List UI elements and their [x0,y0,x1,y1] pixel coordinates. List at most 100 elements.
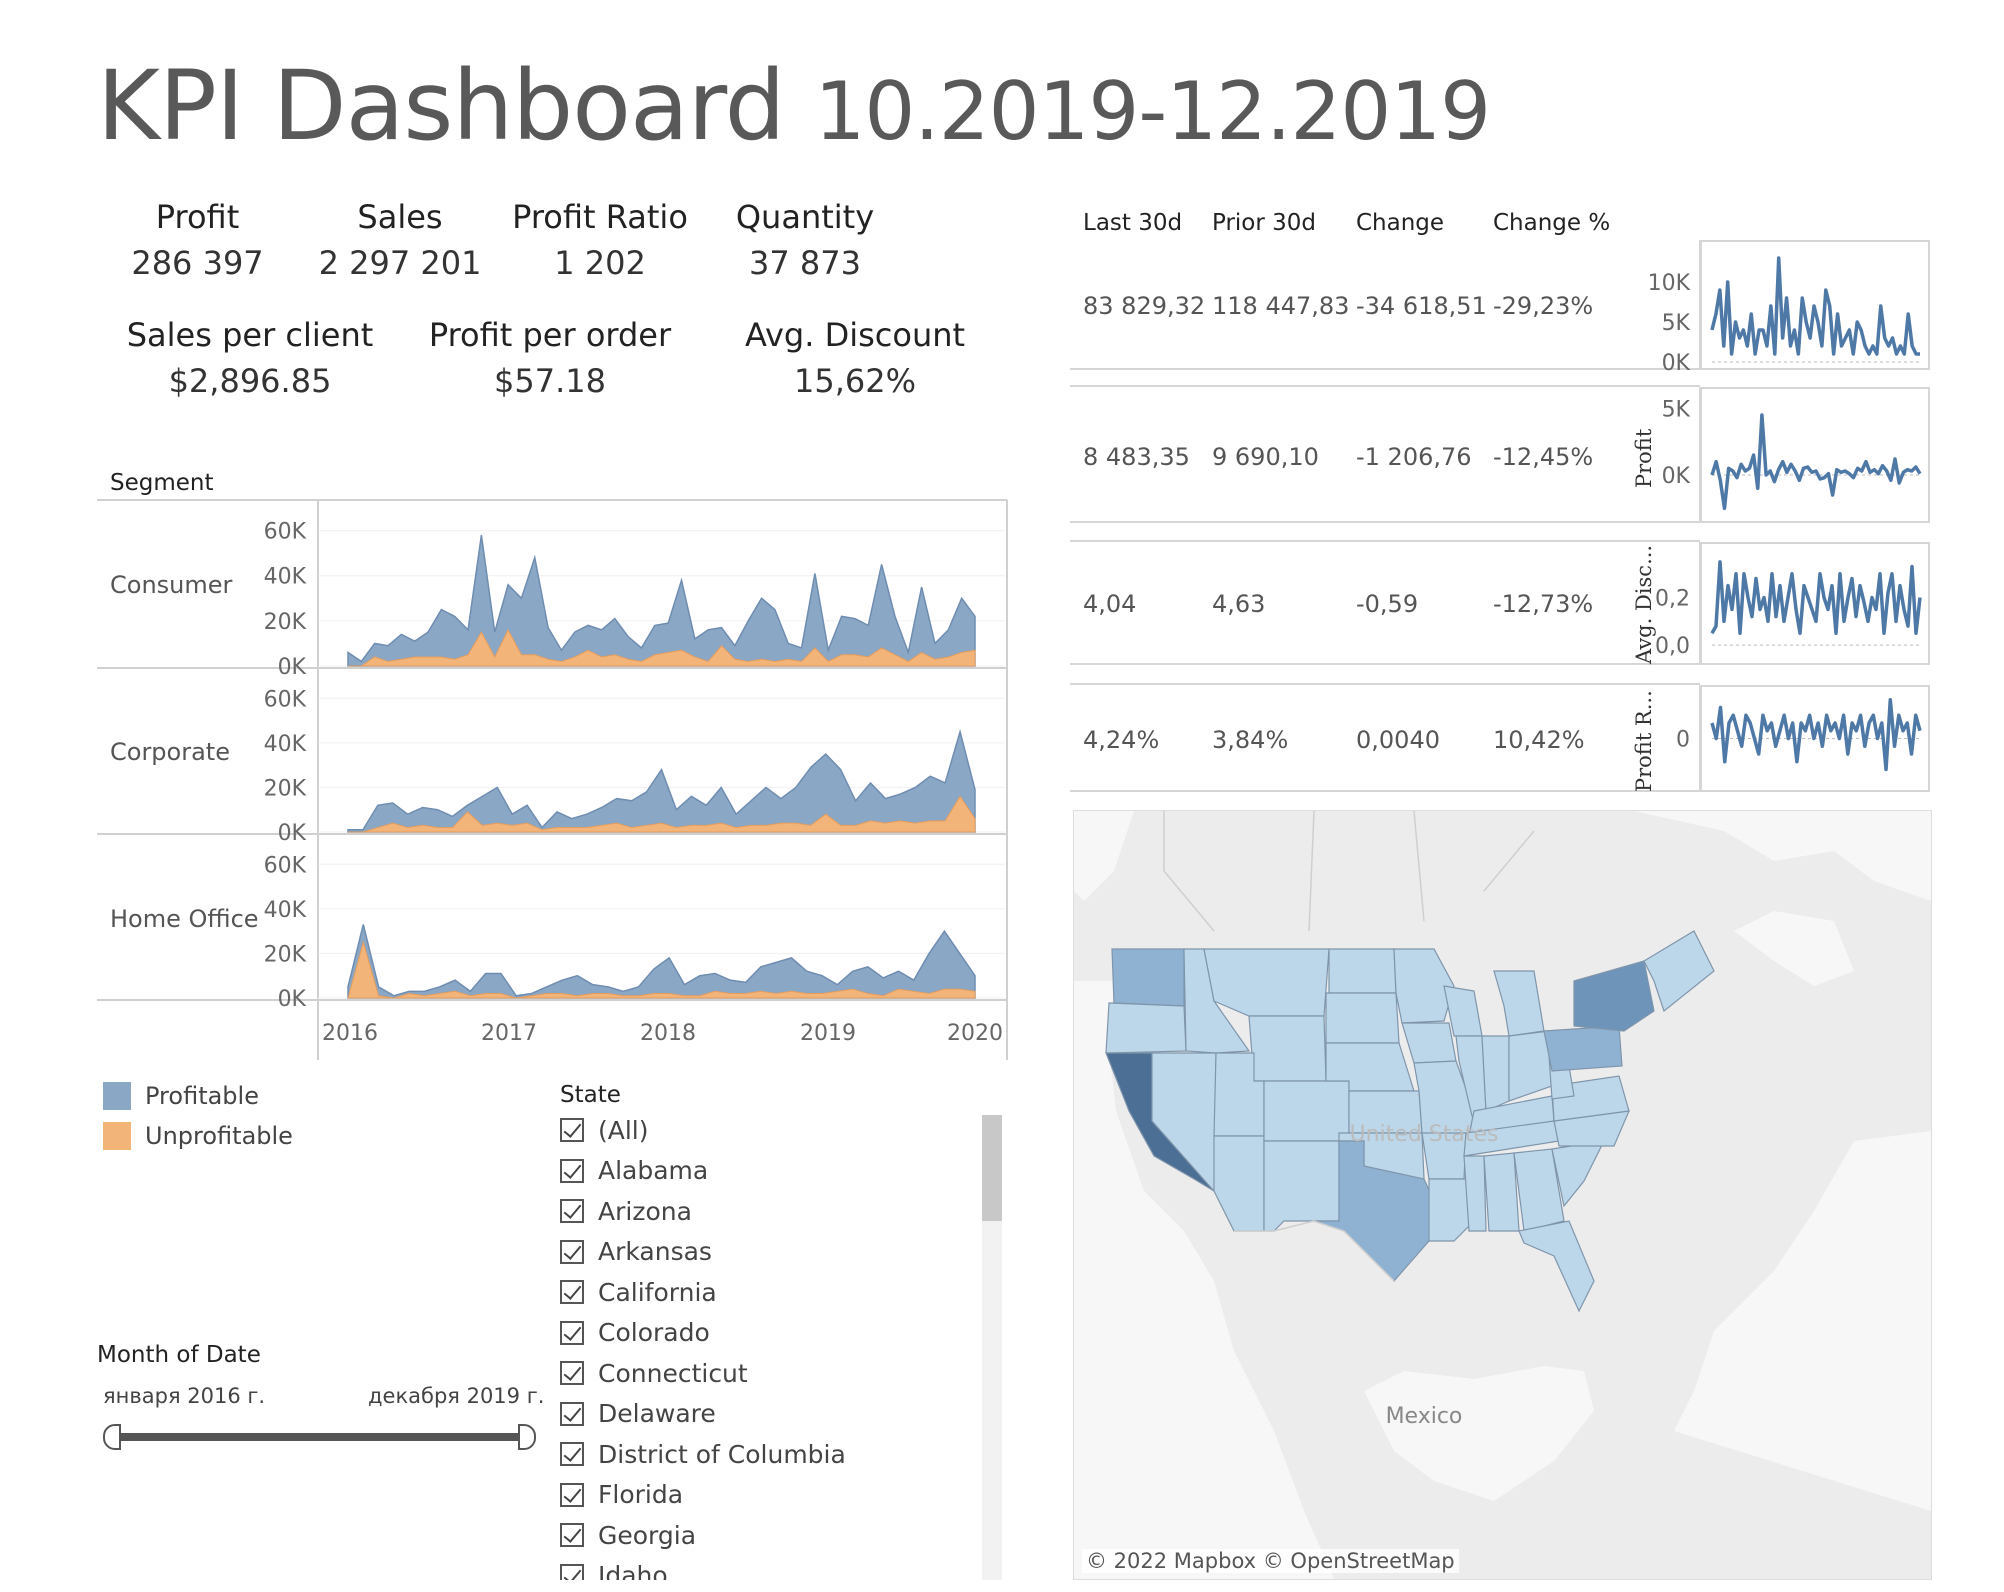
sparkline-tick-label: 10K [1648,271,1691,296]
sparkline-tick-label: 0,0 [1655,634,1690,659]
state-colorado[interactable] [1263,1080,1350,1142]
state-oregon[interactable] [1105,1002,1187,1054]
col-header-change-pct: Change % [1493,210,1611,236]
state-option-label: Florida [598,1480,684,1510]
state-option-label: Delaware [598,1399,716,1429]
state-mississippi[interactable] [1463,1155,1487,1232]
state-new-york[interactable] [1573,960,1655,1032]
kpi-sales: Sales 2 297 201 [315,198,485,282]
sparkline-axis-title: Avg. Disc... [1632,544,1656,664]
checkbox[interactable] [560,1482,584,1507]
state-south-dakota[interactable] [1325,992,1400,1044]
map-water-gulf [1364,1366,1594,1501]
kpi-profit-ratio: Profit Ratio 1 202 [510,198,690,282]
sales-sparkline[interactable] [1710,256,1920,356]
state-washington[interactable] [1111,948,1185,1007]
state-florida[interactable] [1518,1220,1595,1313]
checkbox[interactable] [560,1361,584,1386]
legend-unprofitable[interactable]: Unprofitable [103,1122,293,1150]
segment-label-consumer: Consumer [110,571,233,599]
state-option-label: Alabama [598,1156,709,1186]
state-option-all[interactable]: (All) [560,1110,1000,1151]
row4-change-pct: 10,42% [1493,726,1585,754]
segment-header: Segment [110,470,214,496]
kpi-value: 37 873 [749,244,861,282]
y-tick-label: 40K [264,898,307,923]
y-tick-label: 60K [264,520,307,545]
checkbox[interactable] [560,1442,584,1467]
area-unprofitable-home-office[interactable] [347,940,976,999]
state-texas[interactable] [1313,1140,1435,1282]
state-option-arizona[interactable]: Arizona [560,1191,1000,1232]
checkbox[interactable] [560,1401,584,1426]
state-option-district-of-columbia[interactable]: District of Columbia [560,1434,1000,1475]
date-filter-label: Month of Date [97,1342,261,1368]
date-slider-end-handle[interactable] [518,1424,536,1450]
segment-label-corporate: Corporate [110,738,230,766]
checkbox[interactable] [560,1320,584,1345]
state-option-delaware[interactable]: Delaware [560,1394,1000,1435]
row4-last-30d: 4,24% [1083,726,1160,754]
state-wyoming[interactable] [1248,1015,1327,1082]
kpi-quantity: Quantity 37 873 [730,198,880,282]
sparkline-tick-label: 0K [1662,464,1691,489]
kpi-label: Profit Ratio [512,198,688,236]
map-label-us: United States [1350,1122,1499,1147]
avg-discount-sparkline[interactable] [1710,560,1922,635]
row-divider [1070,683,1700,685]
y-tick-label: 40K [264,565,307,590]
us-states[interactable] [1105,930,1715,1313]
checkbox[interactable] [560,1280,584,1305]
state-north-dakota[interactable] [1328,948,1397,994]
map-attribution[interactable]: © 2022 Mapbox © OpenStreetMap [1082,1549,1459,1573]
state-option-idaho[interactable]: Idaho [560,1556,1000,1580]
area-profitable-consumer[interactable] [347,534,976,667]
state-option-california[interactable]: California [560,1272,1000,1313]
state-indiana[interactable] [1481,1035,1510,1112]
state-minnesota[interactable] [1393,948,1455,1024]
area-unprofitable-corporate[interactable] [348,795,976,833]
sparklines: 10K 5K 0K 5K 0K 0,2 0,0 0 [1648,240,1922,792]
legend-profitable[interactable]: Profitable [103,1082,259,1110]
state-list-scrollbar[interactable] [982,1115,1002,1580]
state-option-connecticut[interactable]: Connecticut [560,1353,1000,1394]
x-tick-label: 2017 [481,1021,537,1046]
date-slider-start-handle[interactable] [103,1424,121,1450]
state-pennsylvania[interactable] [1543,1025,1623,1072]
state-option-georgia[interactable]: Georgia [560,1515,1000,1556]
map-water-pacific [1074,981,1334,1579]
row1-prior-30d: 118 447,83 [1212,292,1350,320]
dashboard-title: KPI Dashboard 10.2019-12.2019 [97,50,1491,162]
state-georgia[interactable] [1513,1148,1565,1232]
col-header-prior-30d: Prior 30d [1212,210,1317,236]
map-canvas[interactable]: United States Mexico [1074,811,1931,1579]
profit-sparkline[interactable] [1710,413,1922,511]
area-unprofitable-consumer[interactable] [348,628,976,667]
area-profitable-corporate[interactable] [347,728,976,833]
sparkline-axis-title: Profit [1632,428,1656,488]
checkbox[interactable] [560,1523,584,1548]
checkbox[interactable] [560,1563,584,1580]
date-range-slider-track[interactable] [112,1433,526,1441]
state-louisiana[interactable] [1428,1178,1475,1242]
state-alabama[interactable] [1483,1152,1520,1232]
checkbox[interactable] [560,1158,584,1183]
checkbox[interactable] [560,1118,584,1143]
state-option-label: Arizona [598,1196,692,1226]
y-tick-label: 0K [278,821,307,846]
state-option-alabama[interactable]: Alabama [560,1151,1000,1192]
state-new-mexico[interactable] [1263,1140,1340,1232]
state-new-england[interactable] [1643,930,1715,1013]
row3-change-pct: -12,73% [1493,590,1594,618]
state-filter-label: State [560,1082,621,1108]
state-option-florida[interactable]: Florida [560,1475,1000,1516]
scrollbar-thumb[interactable] [982,1115,1002,1221]
state-map[interactable]: United States Mexico © 2022 Mapbox © Ope… [1073,810,1932,1580]
profit-ratio-sparkline[interactable] [1710,698,1922,772]
kpi-value: 15,62% [793,362,916,400]
checkbox[interactable] [560,1239,584,1264]
area-profitable-home-office[interactable] [347,924,976,999]
checkbox[interactable] [560,1199,584,1224]
state-option-arkansas[interactable]: Arkansas [560,1232,1000,1273]
state-option-colorado[interactable]: Colorado [560,1313,1000,1354]
